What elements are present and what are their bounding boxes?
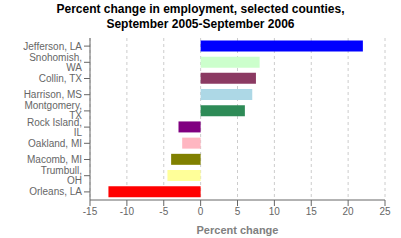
svg-text:Harrison, MS: Harrison, MS [24, 89, 83, 100]
svg-text:25: 25 [379, 206, 391, 217]
svg-text:10: 10 [269, 206, 281, 217]
svg-text:-5: -5 [159, 206, 168, 217]
svg-text:Snohomish,WA: Snohomish,WA [29, 52, 82, 73]
svg-text:Percent change: Percent change [197, 224, 279, 236]
svg-text:Rock Island,IL: Rock Island,IL [27, 117, 82, 138]
svg-text:Collin, TX: Collin, TX [39, 73, 82, 84]
svg-text:20: 20 [343, 206, 355, 217]
svg-text:0: 0 [198, 206, 204, 217]
svg-text:15: 15 [306, 206, 318, 217]
svg-text:Trumbull,OH: Trumbull,OH [41, 165, 82, 186]
svg-text:Jefferson, LA: Jefferson, LA [23, 41, 82, 52]
svg-text:Macomb, MI: Macomb, MI [27, 154, 82, 165]
svg-text:-15: -15 [83, 206, 98, 217]
svg-text:Oakland, MI: Oakland, MI [28, 138, 82, 149]
svg-text:Orleans, LA: Orleans, LA [29, 186, 82, 197]
svg-text:-10: -10 [120, 206, 135, 217]
svg-text:5: 5 [235, 206, 241, 217]
